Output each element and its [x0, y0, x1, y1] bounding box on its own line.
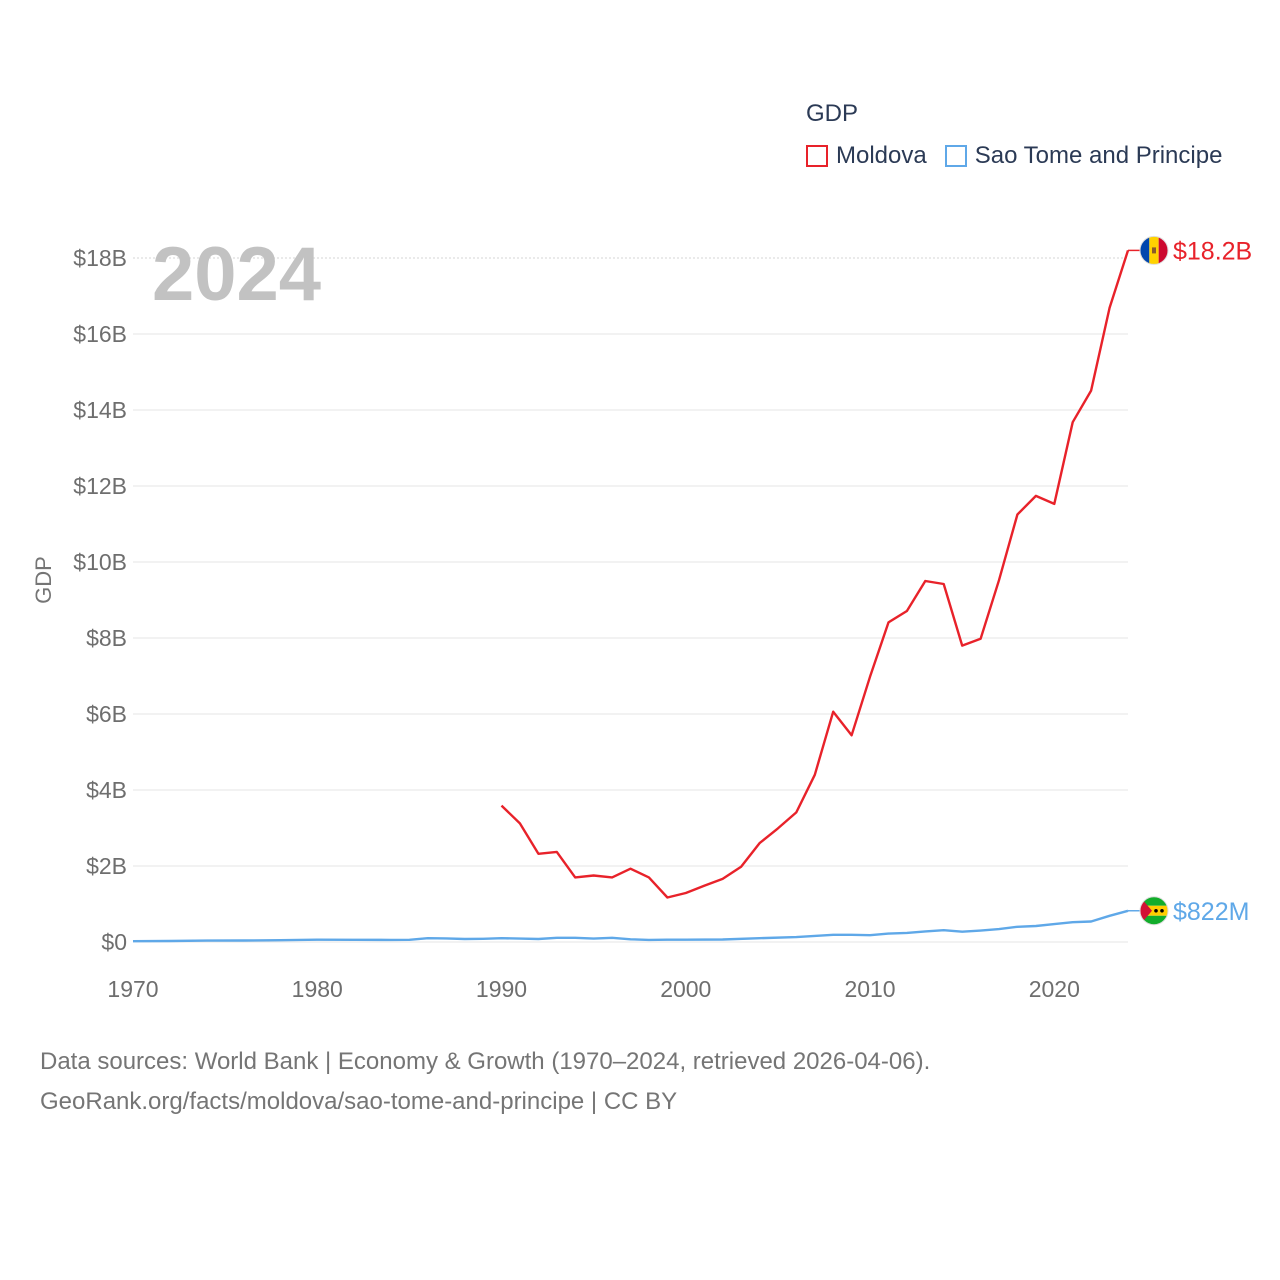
- legend-label-sao-tome: Sao Tome and Principe: [974, 142, 1223, 169]
- x-tick-label: 2000: [660, 976, 711, 1002]
- sao-tome-flag-icon: [1139, 896, 1169, 926]
- y-tick-label: $14B: [73, 397, 127, 423]
- y-tick-label: $12B: [73, 473, 127, 499]
- x-axis-ticks: 1970 1980 1990 2000 2010 2020: [107, 976, 1079, 1002]
- y-tick-label: $2B: [86, 853, 127, 879]
- series-line-moldova: [500, 250, 1130, 899]
- gridlines: [133, 257, 1128, 943]
- y-tick-label: $0: [101, 929, 127, 955]
- y-tick-label: $8B: [86, 625, 127, 651]
- y-axis-title: GDP: [31, 556, 56, 604]
- y-tick-label: $18B: [73, 245, 127, 271]
- x-tick-label: 2010: [844, 976, 895, 1002]
- x-tick-label: 2020: [1029, 976, 1080, 1002]
- year-label: 2024: [152, 232, 321, 317]
- legend-title: GDP: [806, 100, 859, 127]
- footer-sources: Data sources: World Bank | Economy & Gro…: [40, 1048, 931, 1075]
- y-tick-label: $6B: [86, 701, 127, 727]
- legend-item-sao-tome[interactable]: Sao Tome and Principe: [944, 142, 1223, 170]
- series-line-sao-tome: [132, 909, 1129, 943]
- legend-item-moldova[interactable]: Moldova: [806, 142, 927, 170]
- series-lines: [132, 250, 1130, 943]
- x-tick-label: 1980: [292, 976, 343, 1002]
- y-tick-label: $10B: [73, 549, 127, 575]
- endpoint-value-label: $18.2B: [1173, 237, 1252, 265]
- moldova-flag-icon: [1139, 235, 1169, 265]
- y-tick-label: $4B: [86, 777, 127, 803]
- series-endpoints: $18.2B $822M: [1128, 235, 1252, 926]
- y-tick-label: $16B: [73, 321, 127, 347]
- x-tick-label: 1970: [107, 976, 158, 1002]
- legend: Moldova Sao Tome and Principe: [806, 142, 1240, 170]
- footer-link[interactable]: GeoRank.org/facts/moldova/sao-tome-and-p…: [40, 1088, 678, 1115]
- y-axis-ticks: $0 $2B $4B $6B $8B $10B $12B $14B $16B $18B: [73, 245, 127, 955]
- endpoint-value-label: $822M: [1173, 898, 1249, 926]
- legend-swatch-sao-tome: [944, 145, 967, 167]
- x-tick-label: 1990: [476, 976, 527, 1002]
- legend-swatch-moldova: [806, 145, 828, 167]
- legend-label-moldova: Moldova: [836, 142, 927, 169]
- footer: Data sources: World Bank | Economy & Gro…: [40, 1042, 930, 1122]
